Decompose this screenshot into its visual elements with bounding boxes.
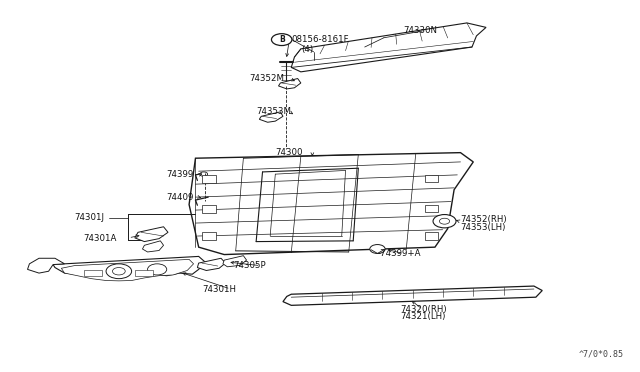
Polygon shape bbox=[143, 241, 164, 252]
Circle shape bbox=[106, 264, 132, 279]
Circle shape bbox=[148, 264, 167, 275]
Text: 74301A: 74301A bbox=[84, 234, 117, 243]
Text: 74305P: 74305P bbox=[234, 261, 266, 270]
Polygon shape bbox=[28, 258, 65, 273]
Circle shape bbox=[113, 267, 125, 275]
Text: 08156-8161F: 08156-8161F bbox=[291, 35, 349, 44]
Bar bbox=[202, 232, 216, 240]
Text: 74352M: 74352M bbox=[250, 74, 285, 83]
Circle shape bbox=[440, 218, 450, 224]
Polygon shape bbox=[283, 286, 542, 305]
Bar bbox=[426, 205, 438, 212]
Polygon shape bbox=[135, 227, 168, 241]
Polygon shape bbox=[259, 112, 283, 122]
Polygon shape bbox=[197, 258, 225, 270]
Text: ^7/0*0.85: ^7/0*0.85 bbox=[579, 349, 623, 358]
Bar bbox=[426, 232, 438, 240]
Polygon shape bbox=[223, 256, 246, 267]
Text: 74300: 74300 bbox=[275, 148, 303, 157]
Text: 74321(LH): 74321(LH) bbox=[400, 312, 445, 321]
Circle shape bbox=[370, 244, 385, 253]
Polygon shape bbox=[278, 78, 301, 89]
Text: 74320(RH): 74320(RH) bbox=[400, 305, 447, 314]
Circle shape bbox=[200, 172, 207, 176]
Text: 74399: 74399 bbox=[167, 170, 194, 179]
Text: B: B bbox=[279, 35, 285, 44]
Bar bbox=[135, 270, 153, 276]
Text: 74301H: 74301H bbox=[202, 285, 236, 294]
Bar bbox=[84, 270, 102, 276]
Bar bbox=[202, 175, 216, 183]
Bar bbox=[202, 205, 216, 213]
Text: 74353(LH): 74353(LH) bbox=[461, 223, 506, 232]
Polygon shape bbox=[189, 153, 473, 254]
Polygon shape bbox=[61, 259, 193, 281]
Polygon shape bbox=[291, 23, 486, 72]
Polygon shape bbox=[53, 256, 205, 279]
Circle shape bbox=[271, 34, 292, 45]
Text: 74301J: 74301J bbox=[74, 213, 104, 222]
Text: 74353M: 74353M bbox=[256, 108, 291, 116]
Circle shape bbox=[433, 215, 456, 228]
Text: (4): (4) bbox=[301, 45, 313, 54]
Text: 74352(RH): 74352(RH) bbox=[461, 215, 507, 224]
Bar bbox=[426, 175, 438, 182]
Text: -74399+A: -74399+A bbox=[378, 249, 421, 258]
Text: 74330N: 74330N bbox=[403, 26, 437, 35]
Text: 74409: 74409 bbox=[167, 193, 194, 202]
